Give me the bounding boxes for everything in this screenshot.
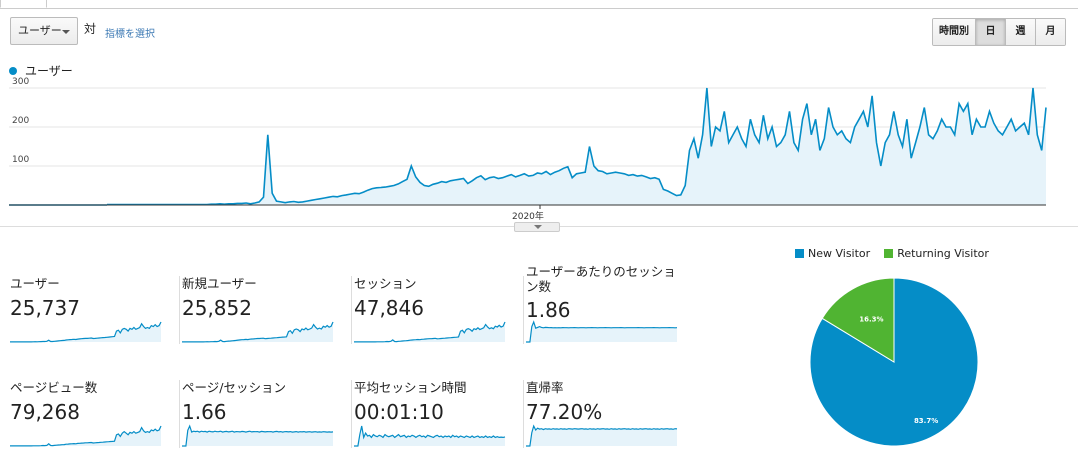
metric-tile[interactable]: 平均セッション時間 00:01:10	[354, 380, 524, 448]
series-dot-icon	[9, 66, 17, 75]
visitor-pie-chart: 83.7% 16.3%	[809, 277, 979, 447]
sparkline	[526, 424, 678, 447]
tile-separator	[523, 380, 524, 448]
legend-label: New Visitor	[808, 247, 871, 260]
metric-label: 平均セッション時間	[354, 380, 467, 395]
sparkline-area	[354, 322, 505, 342]
metric-label: ページ/セッション	[182, 380, 286, 395]
metric-value: 47,846	[354, 296, 424, 320]
tile-separator	[351, 380, 352, 448]
tile-separator	[351, 276, 352, 344]
pie-legend-item-new[interactable]: New Visitor	[795, 247, 870, 260]
legend-swatch	[884, 249, 894, 258]
pie-legend: New Visitor Returning Visitor	[795, 247, 1003, 260]
sparkline	[526, 320, 678, 343]
metric-tile[interactable]: 直帰率 77.20%	[526, 380, 686, 448]
metric-label: ユーザー	[10, 276, 60, 291]
sparkline-area	[10, 322, 161, 342]
sparkline-area	[526, 426, 677, 446]
select-metric-link[interactable]: 指標を選択	[105, 29, 155, 40]
metric-tile[interactable]: 新規ユーザー 25,852	[182, 276, 352, 344]
users-area	[107, 88, 1046, 205]
sparkline-area	[182, 426, 333, 446]
sparkline-area	[182, 322, 333, 342]
pie-slice-label: 16.3%	[859, 316, 883, 324]
metric-select-label: ユーザー	[18, 24, 62, 37]
day-button[interactable]: 日	[975, 19, 1005, 45]
metric-label: 新規ユーザー	[182, 276, 257, 291]
metric-tile[interactable]: セッション 47,846	[354, 276, 524, 344]
metric-value: 1.66	[182, 400, 227, 424]
legend-swatch	[795, 249, 804, 258]
triangle-down-icon	[534, 225, 542, 229]
metric-value: 1.86	[526, 298, 571, 322]
tile-separator	[523, 276, 524, 344]
sparkline-line	[182, 321, 334, 343]
sparkline-line	[526, 320, 678, 343]
users-trend-chart: 300 200 100 2020年	[9, 77, 1047, 222]
tab-strip	[0, 0, 1078, 9]
hourly-button[interactable]: 時間別	[933, 19, 975, 45]
pie-slice[interactable]	[809, 277, 979, 447]
vs-label: 対	[84, 22, 97, 36]
month-button[interactable]: 月	[1035, 19, 1065, 45]
sparkline	[182, 424, 334, 447]
sparkline-area	[10, 426, 161, 446]
sparkline	[354, 425, 506, 447]
pie-slice[interactable]	[821, 277, 895, 363]
tile-separator	[179, 380, 180, 448]
metric-value: 25,852	[182, 296, 252, 320]
sparkline	[182, 321, 334, 343]
users-line	[107, 87, 1047, 206]
metric-label: セッション	[354, 276, 417, 291]
sparkline-area	[526, 322, 677, 342]
chart-legend-label: ユーザー	[25, 64, 73, 78]
pie-slice-label: 83.7%	[914, 417, 938, 425]
time-granularity-group: 時間別 日 週 月	[932, 18, 1066, 46]
metric-tile[interactable]: ユーザー 25,737	[10, 276, 180, 344]
sparkline-line	[10, 425, 162, 447]
chevron-down-icon	[62, 30, 70, 34]
metric-value: 25,737	[10, 296, 80, 320]
collapse-handle[interactable]	[514, 222, 560, 232]
y-tick-label: 100	[12, 155, 29, 165]
sparkline	[10, 321, 162, 343]
x-axis-label: 2020年	[512, 210, 544, 222]
metric-label: ユーザーあたりのセッション数	[526, 264, 676, 294]
pie-legend-item-returning[interactable]: Returning Visitor	[884, 247, 989, 260]
metric-select[interactable]: ユーザー	[10, 17, 78, 45]
legend-label: Returning Visitor	[897, 247, 989, 260]
chart-legend[interactable]: ユーザー	[9, 62, 73, 79]
metric-tile[interactable]: ユーザーあたりのセッション数 1.86	[526, 264, 686, 343]
sparkline-line	[354, 425, 506, 447]
active-tab[interactable]	[0, 0, 47, 8]
tile-separator	[179, 276, 180, 344]
y-tick-label: 300	[12, 77, 29, 87]
metric-tile[interactable]: ページビュー数 79,268	[10, 380, 180, 448]
metric-label: 直帰率	[526, 380, 564, 395]
y-tick-label: 200	[12, 116, 29, 126]
metric-label: ページビュー数	[10, 380, 98, 395]
sparkline-line	[10, 321, 162, 343]
sparkline-line	[354, 321, 506, 343]
sparkline-line	[182, 424, 334, 447]
metric-value: 00:01:10	[354, 400, 444, 424]
metric-value: 79,268	[10, 400, 80, 424]
week-button[interactable]: 週	[1005, 19, 1035, 45]
metric-value: 77.20%	[526, 400, 603, 424]
sparkline	[10, 425, 162, 447]
sparkline	[354, 321, 506, 343]
metric-tile[interactable]: ページ/セッション 1.66	[182, 380, 352, 448]
sparkline-line	[526, 424, 678, 447]
